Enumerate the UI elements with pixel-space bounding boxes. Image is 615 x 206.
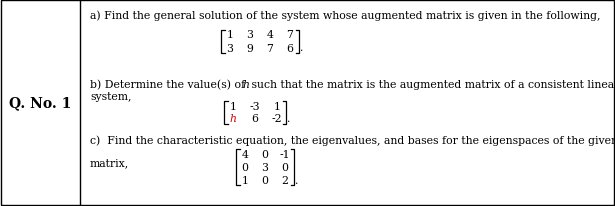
- Text: 7: 7: [287, 30, 293, 40]
- Text: 2: 2: [282, 175, 288, 185]
- Text: 6: 6: [252, 114, 258, 124]
- Text: -1: -1: [280, 149, 290, 159]
- Text: 6: 6: [287, 43, 293, 53]
- Text: such that the matrix is the augmented matrix of a consistent linear: such that the matrix is the augmented ma…: [248, 80, 615, 90]
- Text: h: h: [229, 114, 237, 124]
- Text: 7: 7: [266, 43, 274, 53]
- Text: 0: 0: [261, 175, 269, 185]
- Text: 0: 0: [242, 162, 248, 172]
- Text: 3: 3: [226, 43, 234, 53]
- Text: Q. No. 1: Q. No. 1: [9, 96, 71, 110]
- Text: 0: 0: [261, 149, 269, 159]
- Text: 1: 1: [229, 101, 237, 111]
- Text: 0: 0: [282, 162, 288, 172]
- Text: matrix,: matrix,: [90, 157, 129, 167]
- Text: .: .: [300, 43, 303, 53]
- Text: .: .: [295, 175, 298, 185]
- Text: a) Find the general solution of the system whose augmented matrix is given in th: a) Find the general solution of the syst…: [90, 10, 600, 20]
- Text: 3: 3: [247, 30, 253, 40]
- Text: 1: 1: [226, 30, 234, 40]
- Text: 1: 1: [274, 101, 280, 111]
- Text: 4: 4: [266, 30, 274, 40]
- Text: 9: 9: [247, 43, 253, 53]
- Text: 3: 3: [261, 162, 269, 172]
- Text: .: .: [287, 114, 290, 123]
- Text: h: h: [242, 80, 249, 90]
- Text: system,: system,: [90, 91, 132, 102]
- Text: c)  Find the characteristic equation, the eigenvalues, and bases for the eigensp: c) Find the characteristic equation, the…: [90, 134, 615, 145]
- Text: b) Determine the value(s) of: b) Determine the value(s) of: [90, 80, 248, 90]
- Text: 1: 1: [242, 175, 248, 185]
- Text: 4: 4: [242, 149, 248, 159]
- Text: -2: -2: [272, 114, 282, 124]
- Text: -3: -3: [250, 101, 260, 111]
